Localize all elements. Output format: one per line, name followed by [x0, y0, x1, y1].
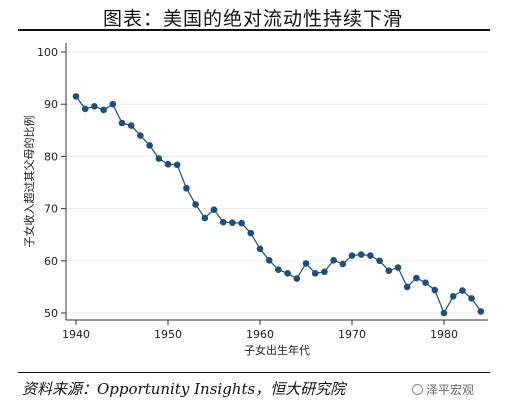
data-point	[109, 100, 117, 108]
data-point	[468, 295, 475, 302]
data-point	[449, 292, 457, 300]
y-tick-label: 80	[44, 150, 58, 163]
data-point	[302, 260, 310, 267]
data-point	[284, 270, 291, 277]
source-note: 资料来源：Opportunity Insights，恒大研究院	[22, 380, 346, 398]
x-tick-label: 1950	[154, 328, 182, 341]
data-point	[385, 267, 393, 275]
data-point	[348, 252, 356, 259]
data-point	[422, 279, 429, 287]
y-tick-label: 100	[37, 46, 58, 59]
data-point	[229, 219, 236, 226]
data-point	[192, 201, 199, 208]
data-point	[376, 257, 383, 265]
x-tick-label: 1960	[246, 328, 274, 341]
data-point	[247, 229, 255, 237]
data-point	[293, 275, 301, 282]
y-tick-label: 50	[44, 307, 58, 320]
figure-title: 图表：美国的绝对流动性持续下滑	[102, 8, 403, 30]
data-point	[394, 264, 402, 271]
data-point	[201, 214, 209, 222]
data-point	[81, 105, 89, 113]
wechat-icon	[412, 384, 423, 395]
data-point	[265, 256, 273, 264]
data-point	[137, 132, 144, 139]
data-point	[357, 251, 365, 258]
data-point	[164, 160, 172, 168]
data-point	[413, 274, 420, 282]
data-point	[256, 245, 264, 253]
data-point	[459, 287, 466, 294]
data-point	[431, 286, 439, 294]
y-tick-label: 70	[44, 203, 58, 216]
data-point	[477, 308, 485, 315]
watermark-text: 泽平宏观	[426, 383, 475, 397]
data-point	[183, 184, 190, 192]
y-tick-label: 60	[44, 255, 58, 268]
data-point	[146, 142, 153, 149]
data-point	[100, 106, 107, 114]
data-point	[321, 268, 328, 276]
data-point	[173, 161, 181, 169]
data-point	[330, 256, 337, 264]
data-point	[127, 122, 135, 129]
data-point	[403, 283, 411, 291]
x-tick-label: 1970	[338, 328, 366, 341]
top-rule	[18, 29, 490, 31]
data-point	[311, 270, 319, 277]
data-point	[219, 218, 227, 226]
data-point	[238, 219, 245, 227]
y-tick-label: 90	[44, 98, 58, 111]
data-point	[210, 206, 218, 213]
data-point	[72, 93, 80, 100]
data-point	[339, 260, 347, 268]
x-tick-label: 1980	[430, 328, 458, 341]
watermark: 泽平宏观	[412, 381, 474, 398]
data-point	[440, 309, 448, 317]
data-point	[91, 102, 98, 110]
data-point	[118, 119, 126, 127]
y-axis-title: 子女收入超过其父母的比例	[22, 116, 36, 248]
data-point	[275, 266, 282, 273]
x-tick-label: 1940	[62, 328, 90, 341]
bottom-rule	[18, 372, 490, 373]
data-point	[155, 155, 163, 162]
x-axis-title: 子女出生年代	[244, 343, 310, 357]
plot-area	[66, 43, 488, 320]
data-point	[367, 252, 374, 259]
